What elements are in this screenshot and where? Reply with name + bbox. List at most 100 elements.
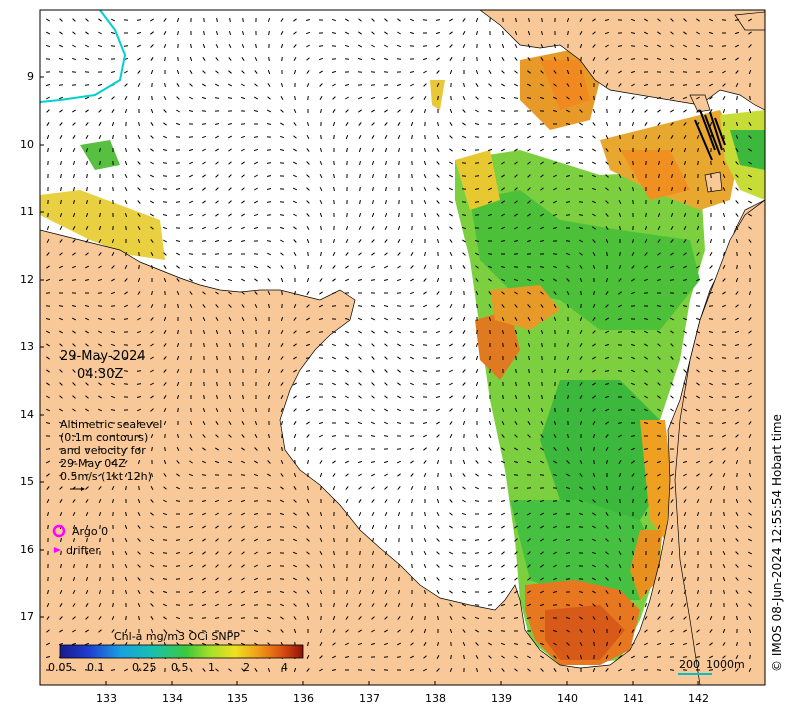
velocity-arrow xyxy=(216,394,218,400)
velocity-arrow xyxy=(240,642,246,646)
velocity-arrow xyxy=(371,212,375,218)
velocity-arrow xyxy=(215,329,219,335)
velocity-arrow xyxy=(449,251,453,257)
velocity-arrow xyxy=(293,408,297,412)
velocity-arrow xyxy=(175,604,181,606)
velocity-arrow xyxy=(736,264,738,270)
velocity-arrow xyxy=(683,382,687,386)
velocity-arrow xyxy=(592,108,596,114)
velocity-arrow xyxy=(605,226,609,230)
velocity-arrow xyxy=(280,329,284,335)
velocity-arrow xyxy=(84,265,90,269)
velocity-arrow xyxy=(539,278,545,282)
velocity-arrow xyxy=(695,460,701,464)
velocity-arrow xyxy=(592,252,596,256)
velocity-arrow xyxy=(645,147,647,153)
velocity-arrow xyxy=(748,590,752,594)
velocity-arrow xyxy=(697,160,699,166)
velocity-arrow xyxy=(71,279,77,281)
velocity-arrow xyxy=(345,473,349,477)
velocity-arrow xyxy=(735,512,739,516)
velocity-arrow xyxy=(617,45,623,47)
velocity-arrow xyxy=(526,97,532,99)
velocity-arrow xyxy=(670,382,674,386)
velocity-arrow xyxy=(657,499,661,503)
velocity-arrow xyxy=(123,45,129,47)
velocity-arrow xyxy=(514,590,518,594)
velocity-arrow xyxy=(657,616,661,620)
velocity-arrow xyxy=(449,616,453,620)
velocity-arrow xyxy=(618,173,622,179)
velocity-arrow xyxy=(526,499,532,503)
velocity-arrow xyxy=(71,71,77,73)
velocity-arrow xyxy=(333,537,335,543)
velocity-arrow xyxy=(618,186,622,192)
velocity-arrow xyxy=(358,616,362,620)
velocity-arrow xyxy=(150,226,154,230)
velocity-arrow xyxy=(280,616,284,620)
velocity-arrow xyxy=(461,526,467,528)
velocity-arrow xyxy=(748,667,752,673)
velocity-arrow xyxy=(357,305,363,307)
velocity-arrow xyxy=(306,134,310,140)
velocity-arrow xyxy=(383,57,389,61)
velocity-arrow xyxy=(357,57,363,61)
velocity-arrow xyxy=(553,642,557,646)
velocity-arrow xyxy=(85,603,89,607)
velocity-arrow xyxy=(643,318,649,320)
velocity-arrow xyxy=(306,44,310,48)
velocity-arrow xyxy=(123,668,129,672)
velocity-arrow xyxy=(437,615,439,621)
velocity-arrow xyxy=(294,264,296,270)
velocity-arrow xyxy=(670,109,674,113)
velocity-arrow xyxy=(734,44,740,48)
velocity-arrow xyxy=(345,602,349,608)
velocity-arrow xyxy=(201,226,207,230)
velocity-arrow xyxy=(487,148,493,152)
velocity-arrow xyxy=(592,239,596,243)
velocity-arrow xyxy=(292,577,298,581)
velocity-arrow xyxy=(631,473,635,477)
velocity-arrow xyxy=(657,135,661,139)
velocity-arrow xyxy=(345,265,349,269)
velocity-arrow xyxy=(138,615,140,621)
velocity-arrow xyxy=(435,383,441,385)
velocity-arrow xyxy=(358,382,362,386)
note-line: 0.5m/s (1kt 12h) xyxy=(60,470,152,483)
velocity-arrow xyxy=(150,486,154,490)
velocity-arrow xyxy=(358,629,362,633)
velocity-arrow xyxy=(722,642,726,646)
velocity-arrow xyxy=(449,303,453,309)
velocity-arrow xyxy=(385,537,387,543)
velocity-arrow xyxy=(240,96,246,100)
velocity-arrow xyxy=(201,642,207,646)
velocity-arrow xyxy=(436,459,440,465)
velocity-arrow xyxy=(267,473,271,477)
velocity-arrow xyxy=(357,421,363,425)
velocity-arrow xyxy=(684,550,686,556)
velocity-arrow xyxy=(684,173,686,179)
velocity-arrow xyxy=(748,499,752,503)
velocity-arrow xyxy=(371,382,375,386)
velocity-arrow xyxy=(253,473,259,477)
velocity-arrow xyxy=(736,615,738,621)
velocity-arrow xyxy=(318,57,324,61)
velocity-arrow xyxy=(526,655,532,659)
velocity-arrow xyxy=(292,161,298,165)
velocity-arrow xyxy=(670,511,674,517)
velocity-arrow xyxy=(526,278,532,282)
velocity-arrow xyxy=(618,642,622,646)
velocity-arrow xyxy=(696,498,700,504)
velocity-arrow xyxy=(280,30,284,36)
velocity-arrow xyxy=(748,251,752,257)
velocity-arrow xyxy=(280,265,284,269)
velocity-arrow xyxy=(449,44,453,48)
velocity-arrow xyxy=(695,642,701,646)
velocity-arrow xyxy=(84,279,90,281)
velocity-arrow xyxy=(188,538,194,542)
velocity-arrow xyxy=(331,447,337,451)
velocity-arrow xyxy=(279,526,285,528)
velocity-arrow xyxy=(527,329,531,335)
velocity-arrow xyxy=(306,668,310,672)
velocity-arrow xyxy=(189,668,193,672)
